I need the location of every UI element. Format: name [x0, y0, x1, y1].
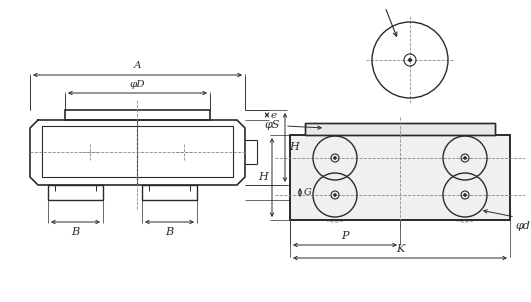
Text: K: K [396, 244, 404, 254]
Text: M: M [390, 0, 401, 1]
Bar [42, 126, 233, 177]
Text: e: e [271, 111, 277, 120]
Text: B: B [166, 227, 174, 237]
Text: H: H [289, 143, 299, 153]
Bar [290, 135, 510, 220]
Circle shape [333, 156, 337, 160]
Bar [290, 135, 510, 220]
Bar [65, 110, 210, 120]
Circle shape [408, 58, 412, 62]
Circle shape [463, 193, 467, 197]
Bar [142, 185, 197, 200]
Text: H: H [258, 172, 268, 182]
Bar [305, 123, 495, 135]
Text: P: P [341, 231, 349, 241]
Text: A: A [134, 61, 141, 70]
Text: B: B [72, 227, 80, 237]
Bar [48, 185, 103, 200]
Text: φS: φS [264, 120, 280, 130]
Text: φd: φd [515, 221, 530, 231]
Circle shape [463, 156, 467, 160]
Text: φD: φD [130, 80, 145, 89]
Text: G: G [304, 188, 312, 197]
Circle shape [333, 193, 337, 197]
Bar [305, 123, 495, 135]
